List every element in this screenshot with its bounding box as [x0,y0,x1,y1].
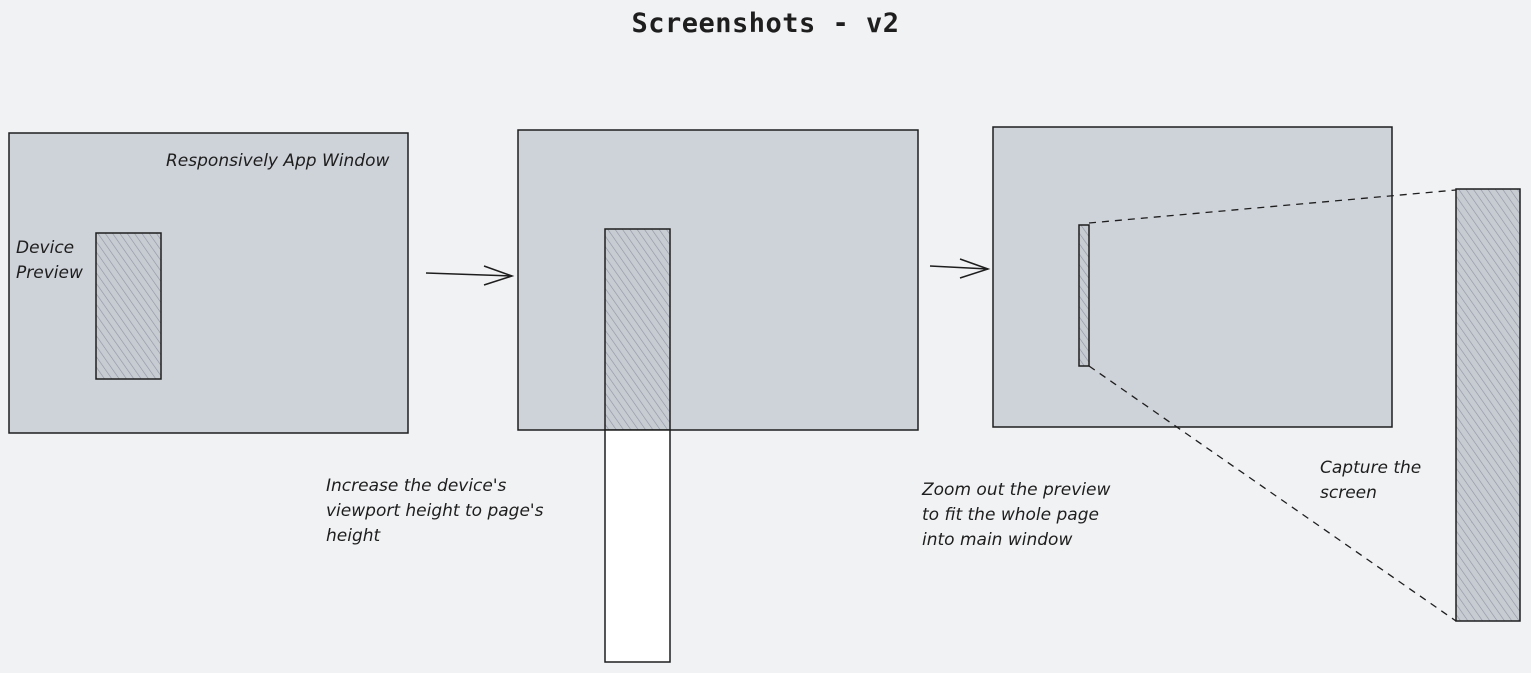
projection-line-top [1088,189,1457,224]
device-extension [604,429,671,663]
label-capture-line: Capture the [1320,458,1422,478]
step-1-group [8,132,409,434]
device-preview-2 [604,228,671,431]
arrow-2 [929,258,991,279]
label-zoom-out-line: Zoom out the preview [922,480,1111,500]
app-window-1 [8,132,409,434]
step-3-group [992,126,1393,428]
label-zoom-out-line: to fit the whole page [922,505,1099,525]
label-device-preview-line: Preview [16,263,83,283]
arrow-1 [425,265,515,286]
label-zoom-out-line: into main window [922,530,1073,550]
device-preview-1 [95,232,162,380]
app-window-3 [992,126,1393,428]
step-2-group [517,129,919,663]
captured-screenshot [1455,188,1521,622]
label-zoom-out: Zoom out the preview to fit the whole pa… [922,478,1110,553]
label-capture: Capture the screen [1320,456,1421,506]
device-preview-zoomed [1078,224,1090,367]
label-increase-height-line: height [326,526,381,546]
diagram-title: Screenshots - v2 [631,8,900,39]
projection-lines [1088,189,1457,622]
app-window-2 [517,129,919,431]
label-device-preview: Device Preview [16,236,83,286]
label-increase-height: Increase the device's viewport height to… [326,474,543,549]
label-capture-line: screen [1320,483,1377,503]
label-increase-height-line: Increase the device's [326,476,507,496]
projection-line-bottom [1088,365,1457,622]
label-app-window: Responsively App Window [166,151,390,171]
label-increase-height-line: viewport height to page's [326,501,544,521]
label-device-preview-line: Device [16,238,75,258]
